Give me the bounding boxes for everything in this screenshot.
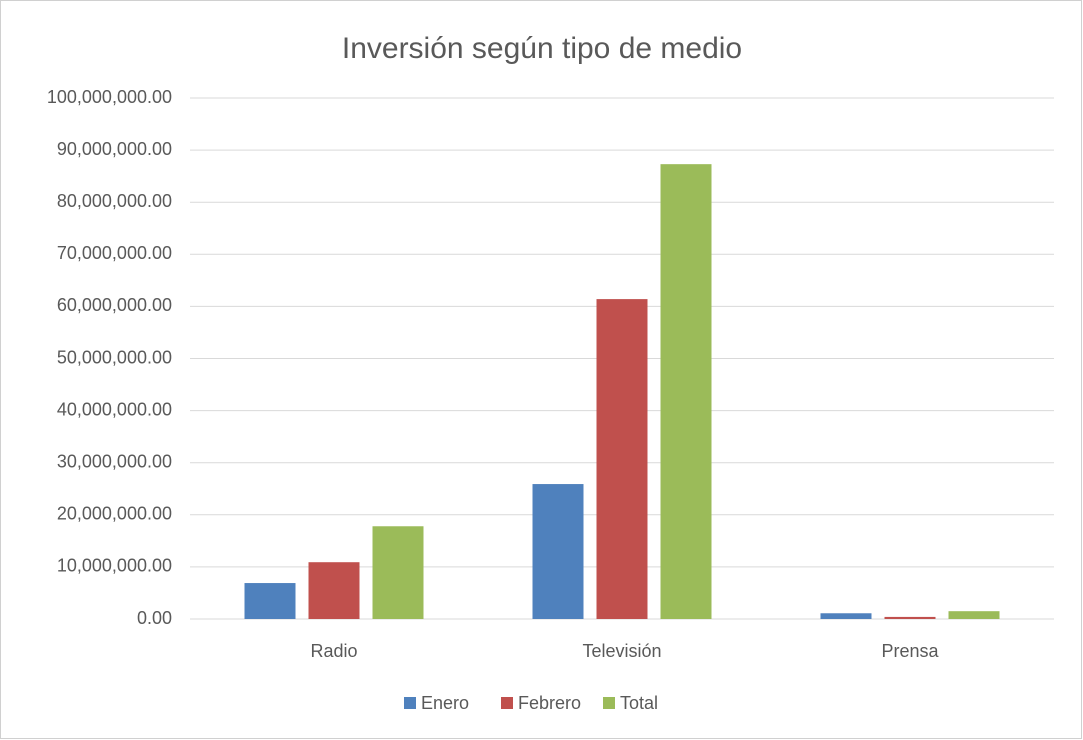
legend-swatch — [501, 697, 513, 709]
legend-swatch — [404, 697, 416, 709]
y-tick-label: 60,000,000.00 — [57, 295, 172, 315]
x-tick-label: Radio — [310, 641, 357, 661]
y-tick-label: 70,000,000.00 — [57, 243, 172, 263]
x-tick-label: Prensa — [881, 641, 939, 661]
legend-label: Total — [620, 693, 658, 713]
y-tick-label: 40,000,000.00 — [57, 399, 172, 419]
bar — [596, 299, 648, 619]
y-tick-label: 20,000,000.00 — [57, 504, 172, 524]
chart-title: Inversión según tipo de medio — [342, 32, 742, 65]
legend-label: Enero — [421, 693, 469, 713]
bar — [244, 583, 296, 619]
y-tick-label: 0.00 — [137, 608, 172, 628]
legend-swatch — [603, 697, 615, 709]
legend-label: Febrero — [518, 693, 581, 713]
y-tick-label: 10,000,000.00 — [57, 556, 172, 576]
bar — [948, 611, 1000, 619]
bar — [660, 164, 712, 620]
bar — [820, 613, 872, 619]
y-tick-label: 80,000,000.00 — [57, 191, 172, 211]
bar — [308, 562, 360, 619]
y-tick-label: 100,000,000.00 — [47, 87, 172, 107]
bar — [884, 616, 936, 619]
y-tick-label: 30,000,000.00 — [57, 451, 172, 471]
bar — [532, 484, 584, 619]
y-tick-label: 90,000,000.00 — [57, 139, 172, 159]
bar — [372, 526, 424, 619]
x-tick-label: Televisión — [582, 641, 661, 661]
y-tick-label: 50,000,000.00 — [57, 347, 172, 367]
